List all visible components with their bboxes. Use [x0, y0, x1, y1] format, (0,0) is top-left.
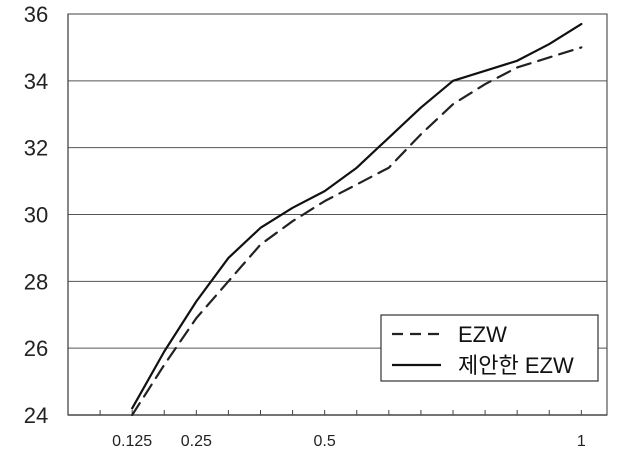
x-tick-label-0-125: 0.125 [112, 433, 152, 450]
y-tick-label-26: 26 [24, 336, 48, 361]
y-tick-label-28: 28 [24, 269, 48, 294]
legend-ezw-label: EZW [458, 322, 507, 347]
y-tick-label-24: 24 [24, 403, 48, 428]
series-layer [131, 22, 583, 417]
tick-labels: 24 26 28 30 32 34 36 0.125 0.25 0.5 1 [24, 2, 586, 450]
x-tick-label-1: 1 [577, 433, 586, 450]
y-tick-label-32: 32 [24, 136, 48, 161]
axes [67, 14, 607, 416]
series-line-proposed-ezw [131, 22, 583, 410]
legend-box [380, 314, 599, 382]
legend: EZW 제안한 EZW [380, 314, 599, 382]
y-tick-label-34: 34 [24, 69, 48, 94]
x-tick-label-0-25: 0.25 [181, 433, 212, 450]
y-tick-label-30: 30 [24, 203, 48, 228]
x-tick-label-0-5: 0.5 [314, 433, 336, 450]
series-line-ezw [131, 46, 583, 417]
legend-proposed-ezw-label: 제안한 EZW [458, 353, 574, 378]
y-tick-label-36: 36 [24, 2, 48, 27]
